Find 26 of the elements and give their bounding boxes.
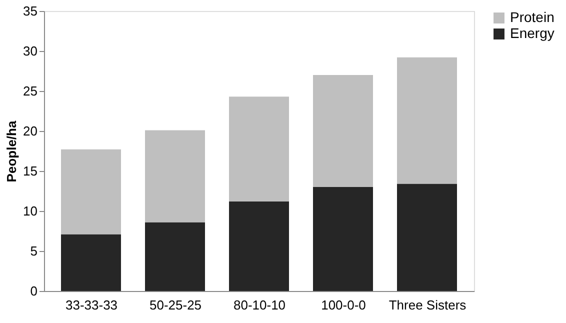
x-tick-label: 50-25-25: [149, 298, 202, 312]
legend-label: Protein: [510, 9, 554, 25]
bar: [313, 187, 373, 291]
bar: [145, 130, 205, 222]
bar: [313, 75, 373, 187]
legend-label: Energy: [510, 25, 554, 41]
x-tick-label: Three Sisters: [388, 298, 467, 312]
y-tick-label: 35: [23, 4, 38, 18]
y-tick-label: 0: [30, 284, 38, 298]
y-tick-label: 20: [23, 124, 38, 138]
bar: [229, 96, 289, 202]
y-tick-label: 30: [23, 44, 38, 58]
bar: [61, 234, 121, 291]
y-tick-label: 25: [23, 84, 38, 98]
y-axis-title: People/ha: [4, 120, 20, 182]
bar: [397, 184, 457, 291]
y-tick-label: 10: [23, 204, 38, 218]
y-tick-label: 5: [30, 244, 38, 258]
x-tick-label: 33-33-33: [65, 298, 118, 312]
x-tick-label: 100-0-0: [321, 298, 366, 312]
bar: [145, 222, 205, 291]
y-tick-label: 15: [23, 164, 38, 178]
bar: [229, 201, 289, 291]
x-tick-label: 80-10-10: [233, 298, 286, 312]
bar: [397, 57, 457, 184]
bar: [61, 149, 121, 234]
